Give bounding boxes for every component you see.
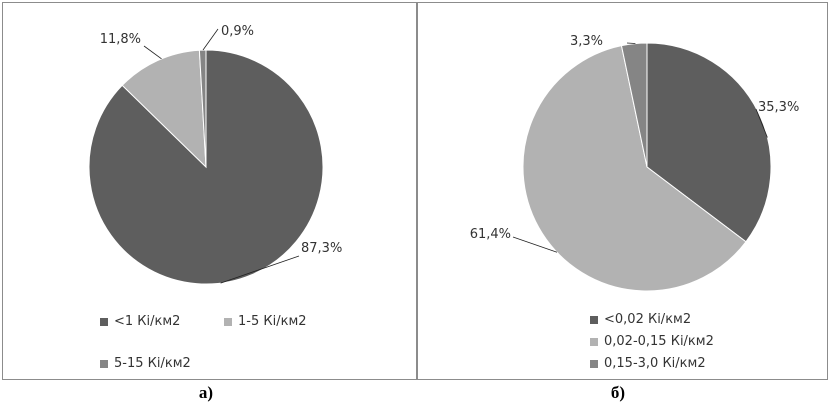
- leader-line-a-1: [143, 45, 162, 60]
- legend-swatch-b-1: [590, 337, 598, 346]
- legend-item-b-0: <0,02 Кі/км2: [590, 312, 691, 327]
- legend-item-a-2: 5-15 Кі/км2: [100, 356, 191, 371]
- caption-a: а): [198, 383, 214, 402]
- pie-slice-b-1: [522, 45, 747, 292]
- leader-line-a-2: [202, 28, 219, 51]
- data-label-a-1: 11,8%: [100, 32, 141, 47]
- legend-label-a-0: <1 Кі/км2: [114, 314, 181, 329]
- legend-label-a-1: 1-5 Кі/км2: [238, 314, 307, 329]
- legend-swatch-a-2: [100, 359, 108, 368]
- legend-label-b-1: 0,02-0,15 Кі/км2: [604, 334, 714, 349]
- legend-label-b-0: <0,02 Кі/км2: [604, 312, 692, 327]
- legend-item-b-2: 0,15-3,0 Кі/км2: [590, 356, 706, 371]
- chart-panel-a: 87,3% 11,8% 0,9% <1 Кі/км2 1-5 Кі/км2 5-15…: [2, 2, 417, 380]
- leader-line-a-0: [220, 255, 300, 284]
- pie-slice-a-2: [198, 49, 207, 168]
- leader-line-b-2: [626, 42, 636, 44]
- data-label-b-0: 35,3%: [758, 100, 799, 115]
- data-label-a-0: 87,3%: [301, 241, 342, 256]
- data-label-b-2: 3,3%: [570, 34, 603, 49]
- chart-panel-b: 35,3% 61,4% 3,3% <0,02 Кі/км2 0,02-0,15 Кі…: [417, 2, 828, 380]
- leader-line-b-0: [755, 108, 768, 138]
- legend-swatch-b-0: [590, 315, 598, 324]
- legend-label-a-2: 5-15 Кі/км2: [114, 356, 191, 371]
- legend-item-a-0: <1 Кі/км2: [100, 314, 180, 329]
- legend-swatch-a-0: [100, 317, 108, 326]
- pie-chart-b: 35,3% 61,4% 3,3%: [470, 34, 799, 292]
- legend-swatch-b-2: [590, 359, 598, 368]
- data-label-b-1: 61,4%: [470, 227, 511, 242]
- legend-item-b-1: 0,02-0,15 Кі/км2: [590, 334, 714, 349]
- legend-label-b-2: 0,15-3,0 Кі/км2: [604, 356, 706, 371]
- pie-slice-b-0: [646, 42, 772, 243]
- leader-line-b-1: [512, 236, 558, 253]
- pie-slice-a-1: [121, 49, 207, 169]
- pie-chart-a: 87,3% 11,8% 0,9%: [88, 24, 342, 285]
- legend-swatch-a-1: [224, 317, 232, 326]
- legend-item-a-1: 1-5 Кі/км2: [224, 314, 307, 329]
- data-label-a-2: 0,9%: [221, 24, 254, 39]
- caption-b: б): [610, 383, 626, 402]
